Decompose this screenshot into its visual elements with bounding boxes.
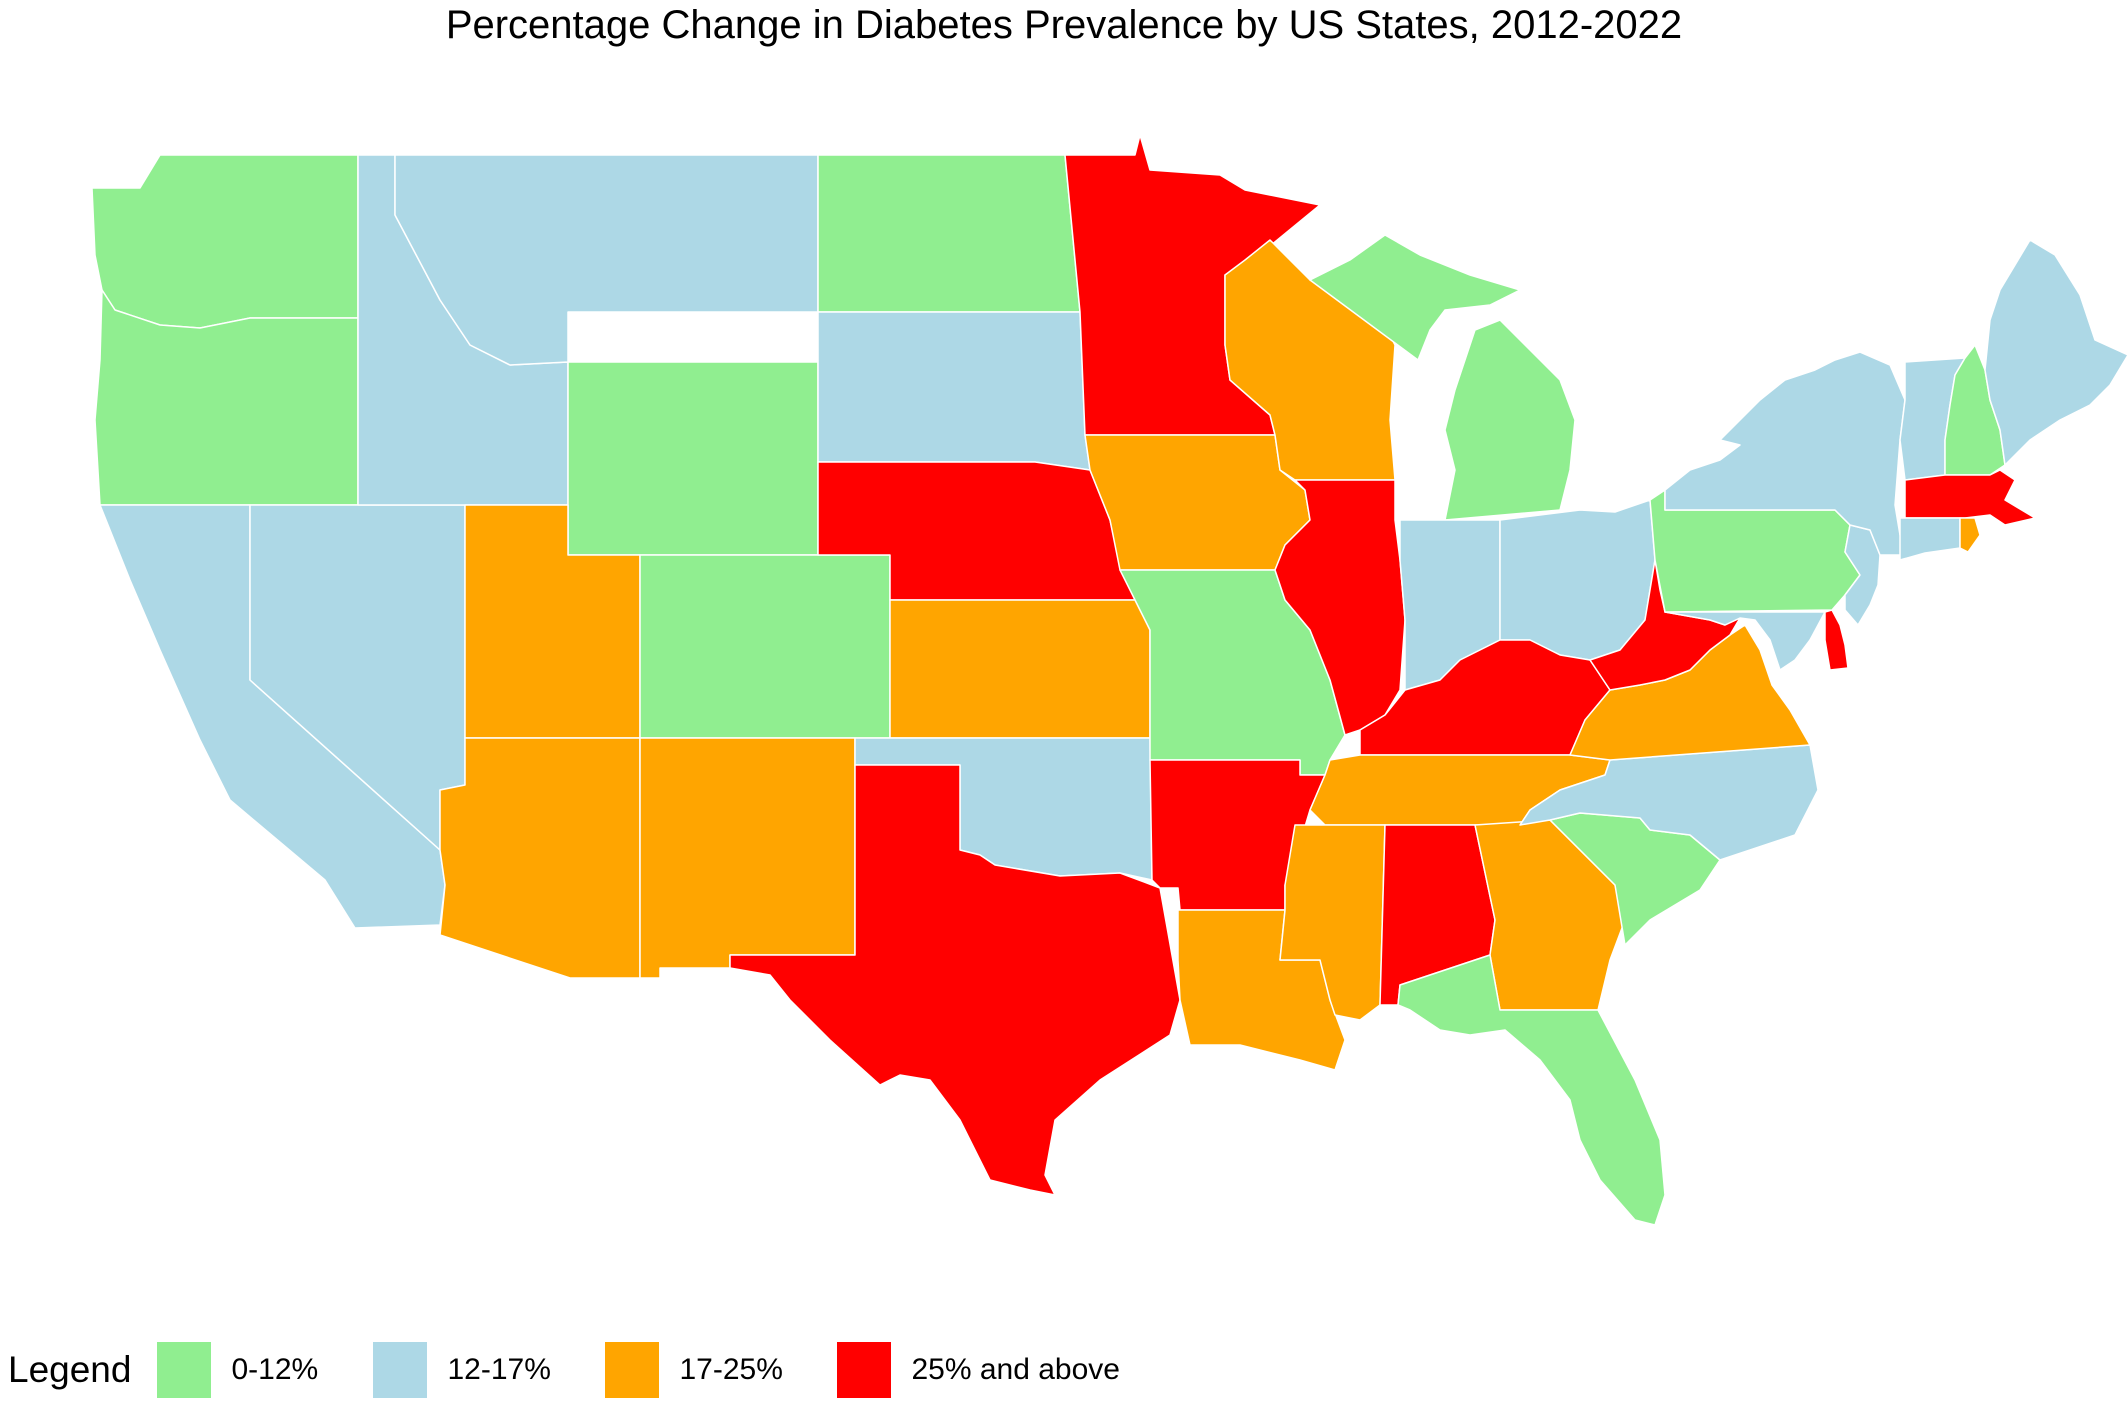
- state-ME[interactable]: [1984, 239, 2128, 466]
- state-CO[interactable]: [639, 554, 891, 739]
- chart-title: Percentage Change in Diabetes Prevalence…: [445, 3, 1683, 47]
- state-SD[interactable]: [817, 311, 1091, 471]
- state-MA[interactable]: [1904, 469, 2036, 526]
- legend-swatch-17-25: [605, 1342, 660, 1398]
- legend-label-12-17: 12-17%: [447, 1353, 551, 1386]
- state-NY[interactable]: [1664, 351, 1931, 556]
- state-WY[interactable]: [567, 361, 819, 556]
- legend-label-25-above: 25% and above: [911, 1353, 1120, 1386]
- state-KS[interactable]: [889, 599, 1151, 739]
- state-AZ[interactable]: [439, 737, 641, 979]
- legend-label-0-12: 0-12%: [231, 1353, 319, 1386]
- legend-swatch-0-12: [157, 1342, 212, 1398]
- legend: Legend 0-12% 12-17% 17-25% 25% and above: [0, 1342, 1120, 1398]
- state-CT[interactable]: [1899, 517, 1961, 561]
- state-ND[interactable]: [817, 154, 1081, 313]
- state-MI[interactable]: [1309, 234, 1576, 521]
- state-IA[interactable]: [1084, 434, 1311, 571]
- state-MD[interactable]: [1664, 611, 1826, 671]
- state-WA[interactable]: [91, 154, 359, 329]
- state-NM[interactable]: [639, 737, 856, 979]
- state-RI[interactable]: [1959, 517, 1981, 553]
- state-IL[interactable]: [1274, 479, 1406, 736]
- legend-swatch-12-17: [373, 1342, 428, 1398]
- legend-title: Legend: [8, 1349, 132, 1390]
- state-NH[interactable]: [1944, 344, 2006, 476]
- state-DE[interactable]: [1824, 609, 1849, 671]
- legend-label-17-25: 17-25%: [679, 1353, 783, 1386]
- state-OR[interactable]: [94, 289, 359, 506]
- state-NC[interactable]: [1519, 744, 1819, 861]
- legend-swatch-25-above: [837, 1342, 892, 1398]
- state-FL[interactable]: [1397, 954, 1666, 1226]
- state-TX[interactable]: [729, 764, 1181, 1196]
